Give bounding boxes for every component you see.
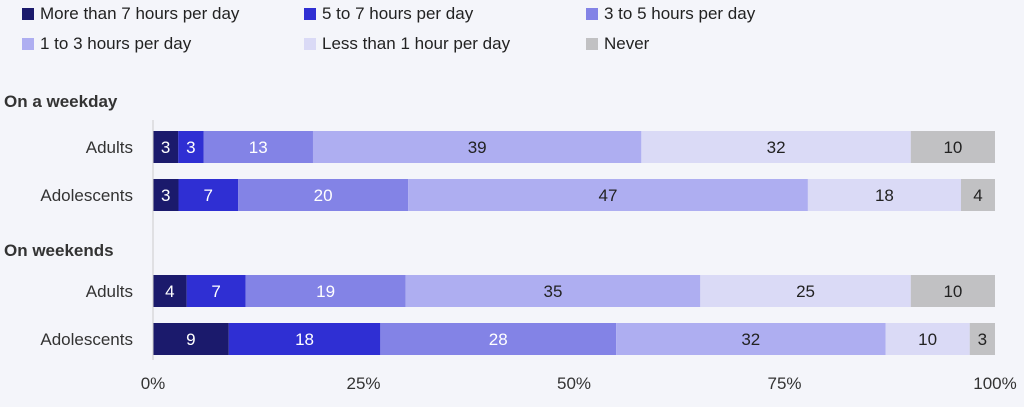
data-label: 10 <box>943 138 962 157</box>
legend-label: Less than 1 hour per day <box>322 34 511 53</box>
legend-swatch <box>22 38 34 50</box>
bar-segment <box>245 275 406 307</box>
data-label: 25 <box>796 282 815 301</box>
x-tick-label: 0% <box>141 374 166 393</box>
bar-segment <box>910 131 995 163</box>
bar-segment <box>178 179 239 211</box>
bar-segment <box>203 131 313 163</box>
bar-segment <box>153 275 187 307</box>
bar-segment <box>969 323 995 355</box>
bar-segment <box>960 179 995 211</box>
legend-item: 3 to 5 hours per day <box>586 4 755 24</box>
bar-segment <box>238 179 409 211</box>
row-label: Adolescents <box>40 186 133 205</box>
data-label: 7 <box>211 282 220 301</box>
bar-segment <box>910 275 995 307</box>
bar-segment <box>153 323 229 355</box>
data-label: 3 <box>161 138 170 157</box>
legend-item: 5 to 7 hours per day <box>304 4 473 24</box>
data-label: 28 <box>489 330 508 349</box>
legend-label: Never <box>604 34 650 53</box>
bar-segment <box>616 323 886 355</box>
row-label: Adults <box>86 138 133 157</box>
bar-segment <box>153 179 179 211</box>
legend-swatch <box>586 38 598 50</box>
x-tick-label: 100% <box>973 374 1016 393</box>
group-title: On a weekday <box>4 92 118 111</box>
legend-item: More than 7 hours per day <box>22 4 239 24</box>
data-label: 18 <box>295 330 314 349</box>
data-label: 20 <box>314 186 333 205</box>
legend-label: 5 to 7 hours per day <box>322 4 474 23</box>
data-label: 39 <box>468 138 487 157</box>
data-label: 3 <box>978 330 987 349</box>
data-label: 32 <box>767 138 786 157</box>
legend-label: 1 to 3 hours per day <box>40 34 192 53</box>
x-tick-label: 25% <box>346 374 380 393</box>
data-label: 4 <box>973 186 982 205</box>
data-label: 7 <box>204 186 213 205</box>
legend-item: Less than 1 hour per day <box>304 34 510 54</box>
data-label: 4 <box>165 282 174 301</box>
data-label: 9 <box>186 330 195 349</box>
data-label: 10 <box>943 282 962 301</box>
bar-segment <box>641 131 911 163</box>
legend-item: 1 to 3 hours per day <box>22 34 191 54</box>
data-label: 3 <box>186 138 195 157</box>
bar-segment <box>700 275 911 307</box>
legend-swatch <box>586 8 598 20</box>
legend-swatch <box>22 8 34 20</box>
bar-segment <box>186 275 246 307</box>
row-label: Adolescents <box>40 330 133 349</box>
row-label: Adults <box>86 282 133 301</box>
data-label: 3 <box>161 186 170 205</box>
data-label: 19 <box>316 282 335 301</box>
bar-segment <box>153 131 179 163</box>
group-title: On weekends <box>4 241 114 260</box>
legend-item: Never <box>586 34 649 54</box>
data-label: 35 <box>543 282 562 301</box>
data-label: 18 <box>875 186 894 205</box>
x-tick-label: 75% <box>767 374 801 393</box>
legend-swatch <box>304 8 316 20</box>
legend-label: 3 to 5 hours per day <box>604 4 756 23</box>
bar-segment <box>885 323 970 355</box>
data-label: 13 <box>249 138 268 157</box>
data-label: 32 <box>741 330 760 349</box>
bar-segment <box>408 179 808 211</box>
bar-segment <box>807 179 961 211</box>
data-label: 10 <box>918 330 937 349</box>
data-label: 47 <box>599 186 618 205</box>
legend-swatch <box>304 38 316 50</box>
bar-segment <box>228 323 381 355</box>
x-tick-label: 50% <box>557 374 591 393</box>
legend-label: More than 7 hours per day <box>40 4 240 23</box>
bar-segment <box>178 131 204 163</box>
bar-segment <box>380 323 617 355</box>
bar-segment <box>405 275 701 307</box>
bar-segment <box>312 131 642 163</box>
